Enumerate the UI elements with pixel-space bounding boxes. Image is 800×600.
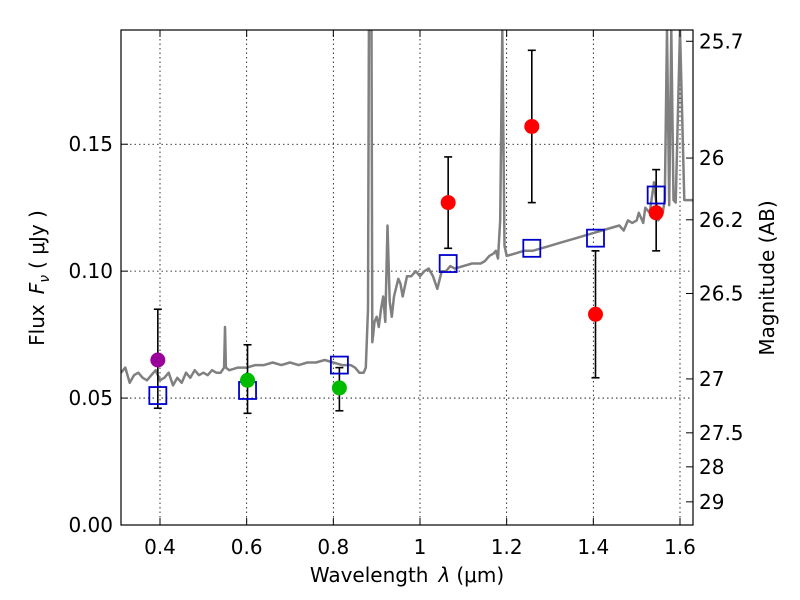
- x-tick-label: 1.6: [664, 535, 696, 559]
- model-band-square: [438, 254, 458, 273]
- photometry-point: [331, 380, 347, 396]
- photometry-point: [150, 352, 166, 368]
- y-axis-label: FluxFν( μJy ): [25, 210, 53, 346]
- model-band-square: [522, 238, 542, 258]
- x-tick-label: 0.8: [317, 535, 349, 559]
- x-tick-label: 0.4: [144, 535, 176, 559]
- y2-axis-label: Magnitude (AB): [755, 200, 779, 355]
- y-tick-label: 0.10: [68, 259, 113, 283]
- model-band-square: [329, 355, 349, 375]
- model-band-square: [646, 185, 666, 205]
- mag-tick-label: 26: [699, 146, 724, 170]
- plot-layer: [121, 30, 693, 415]
- photometry-point: [240, 372, 256, 388]
- plot-frame: [120, 29, 694, 526]
- mag-tick-label: 25.7: [699, 29, 744, 53]
- photometry-point: [588, 306, 603, 322]
- photometry-point: [524, 118, 540, 134]
- y-tick-label: 0.05: [68, 386, 113, 410]
- photometry-point: [648, 205, 664, 221]
- y-tick-label: 0.00: [68, 513, 113, 537]
- model-band-square: [586, 228, 605, 248]
- x-tick-label: 1.2: [491, 535, 523, 559]
- mag-tick-label: 28: [699, 455, 724, 479]
- mag-tick-label: 26.5: [699, 281, 744, 305]
- photometry-point: [440, 195, 456, 211]
- mag-tick-label: 27.5: [699, 421, 744, 445]
- model-band-square: [148, 386, 168, 405]
- tick-layer: [121, 30, 693, 526]
- x-tick-label: 1: [414, 535, 427, 559]
- y-tick-label: 0.15: [68, 132, 113, 156]
- x-axis-label: Wavelength λ (μm): [310, 563, 504, 587]
- mag-tick-label: 29: [699, 490, 724, 514]
- grid-layer: [121, 30, 693, 525]
- x-tick-label: 1.4: [577, 535, 609, 559]
- model-spectrum-line: [121, 30, 693, 387]
- x-tick-label: 0.6: [231, 535, 263, 559]
- mag-tick-label: 26.2: [699, 208, 744, 232]
- mag-tick-label: 27: [699, 367, 724, 391]
